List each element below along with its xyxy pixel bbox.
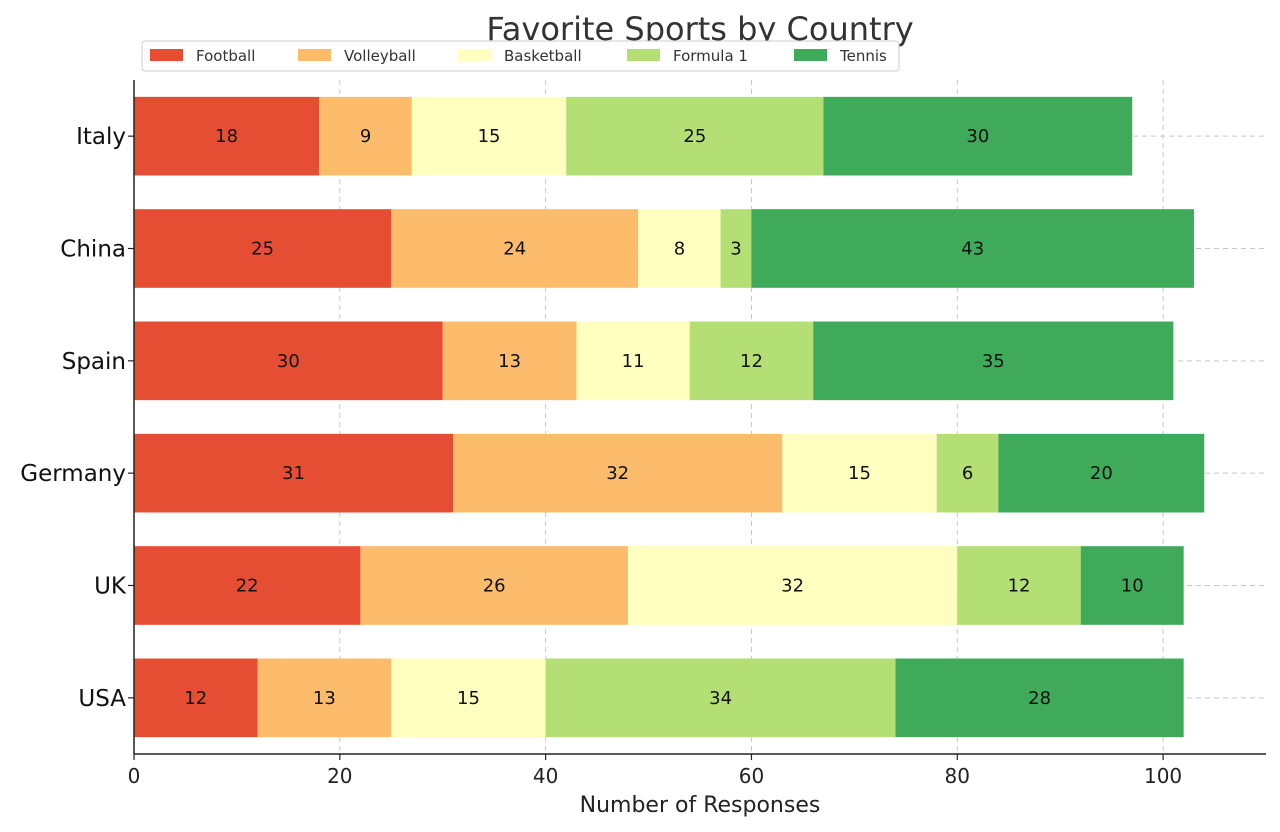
bar-segment <box>895 658 1184 738</box>
category-label: UK <box>94 574 127 600</box>
bar-value-label: 25 <box>251 239 274 260</box>
bar-segment <box>566 96 824 176</box>
bar-value-label: 26 <box>483 576 506 597</box>
y-ticks: USA UK Germany Spain China Italy <box>20 124 134 712</box>
bar-segment <box>782 433 937 513</box>
bar-value-label: 22 <box>236 576 259 597</box>
bar-value-label: 8 <box>674 239 685 260</box>
bar-segment <box>134 658 258 738</box>
bar-value-label: 15 <box>478 126 501 147</box>
bar-segment <box>257 658 392 738</box>
bar-value-label: 13 <box>313 688 336 709</box>
bar-value-label: 13 <box>498 351 521 372</box>
x-axis-label: Number of Responses <box>580 793 821 818</box>
x-tick-label: 80 <box>945 764 970 788</box>
category-label: USA <box>78 686 126 712</box>
bar-segment <box>134 321 443 401</box>
bar-segment <box>813 321 1174 401</box>
x-tick-label: 0 <box>128 764 141 788</box>
legend-swatch <box>150 49 183 61</box>
bar-value-label: 28 <box>1028 688 1051 709</box>
bar-value-label: 12 <box>740 351 763 372</box>
bar-value-label: 20 <box>1090 463 1113 484</box>
bar-segment <box>453 433 783 513</box>
bar-segment <box>391 209 639 288</box>
bar-segment <box>689 321 814 401</box>
bar-value-label: 35 <box>982 351 1005 372</box>
x-tick-label: 60 <box>739 764 764 788</box>
category-label: Italy <box>76 124 126 150</box>
x-tick-label: 20 <box>327 764 352 788</box>
legend-label: Tennis <box>839 47 887 65</box>
bar-segment <box>638 209 721 288</box>
bar-value-label: 32 <box>606 463 629 484</box>
bar-segment <box>751 209 1194 288</box>
legend-swatch <box>627 49 660 61</box>
bar-value-label: 30 <box>966 126 989 147</box>
bar-value-label: 15 <box>848 463 871 484</box>
bar-segment <box>998 433 1205 513</box>
grid <box>133 80 1266 754</box>
x-tick-label: 40 <box>533 764 558 788</box>
bar-value-label: 12 <box>184 688 207 709</box>
bar-value-label: 24 <box>503 239 526 260</box>
bar-value-label: 15 <box>457 688 480 709</box>
bar-value-label: 9 <box>360 126 371 147</box>
bar-value-label: 25 <box>683 126 706 147</box>
category-label: Germany <box>20 461 126 487</box>
bar-segment <box>134 433 454 513</box>
bar-segment <box>957 546 1081 625</box>
bar-segment <box>391 658 546 738</box>
legend-label: Basketball <box>504 47 582 65</box>
bar-value-label: 11 <box>622 351 645 372</box>
bar-value-label: 6 <box>962 463 973 484</box>
bar-value-label: 43 <box>961 239 984 260</box>
x-ticks: 0 20 40 60 80 100 <box>128 754 1182 788</box>
legend-swatch <box>794 49 827 61</box>
category-label: Spain <box>62 349 126 375</box>
bar-segment <box>411 96 567 176</box>
bar-value-label: 12 <box>1008 576 1031 597</box>
bar-segment <box>545 658 896 738</box>
bar-segment <box>576 321 690 401</box>
category-label: China <box>60 237 126 263</box>
bar-value-label: 30 <box>277 351 300 372</box>
bar-value-label: 10 <box>1121 576 1144 597</box>
x-tick-label: 100 <box>1144 764 1182 788</box>
axes <box>133 80 1266 755</box>
bar-segment <box>360 546 628 625</box>
bar-value-label: 3 <box>730 239 741 260</box>
bars: 12 13 15 34 28 22 26 32 12 10 31 32 15 6 20 30 13 11 12 35 2… <box>134 96 1205 738</box>
legend-label: Football <box>196 47 255 65</box>
legend-box <box>141 40 900 72</box>
legend: Football Volleyball Basketball Formula 1 Ten… <box>141 40 900 72</box>
legend-swatch <box>458 49 491 61</box>
legend-label: Formula 1 <box>673 47 748 65</box>
bar-segment <box>627 546 958 625</box>
bar-value-label: 31 <box>282 463 305 484</box>
bar-value-label: 32 <box>781 576 804 597</box>
bar-segment <box>823 96 1133 176</box>
bar-segment <box>134 209 392 288</box>
bar-segment <box>134 546 361 625</box>
bar-segment <box>936 433 999 513</box>
bar-segment <box>134 96 320 176</box>
bar-value-label: 18 <box>215 126 238 147</box>
legend-label: Volleyball <box>344 47 416 65</box>
bar-segment <box>319 96 412 176</box>
bar-segment <box>720 209 752 288</box>
bar-segment <box>442 321 577 401</box>
bar-segment <box>1080 546 1184 625</box>
legend-swatch <box>298 49 331 61</box>
bar-value-label: 34 <box>709 688 732 709</box>
